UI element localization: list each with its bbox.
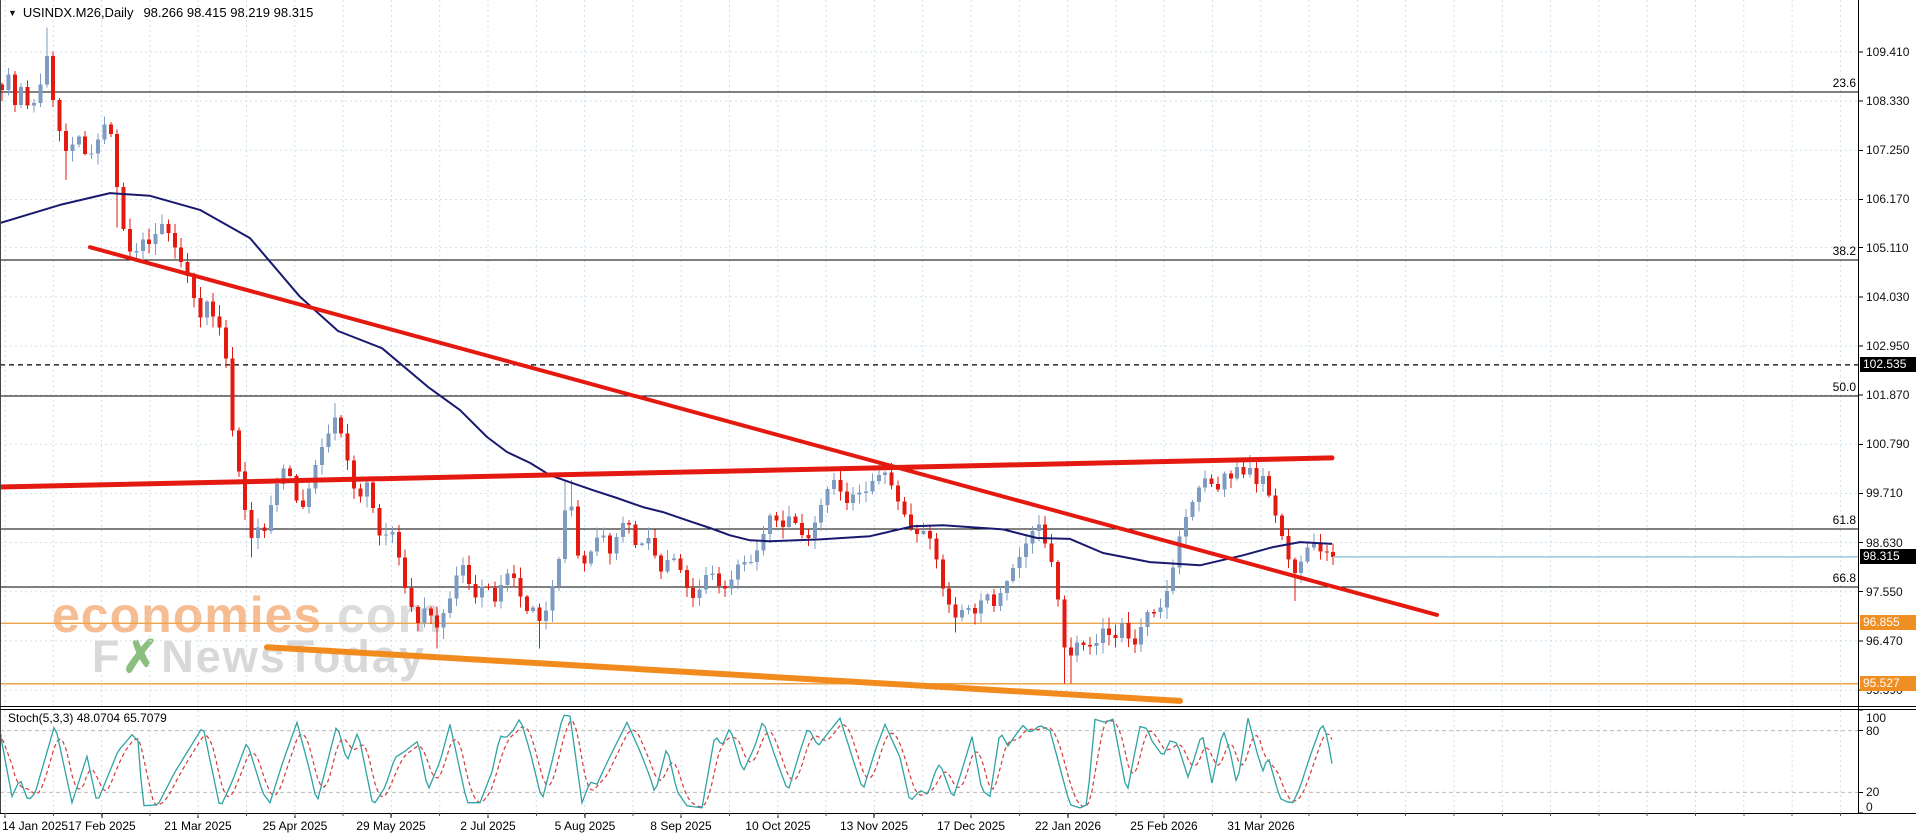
ohlc-close: 98.315 <box>273 5 314 20</box>
price-axis-label: 107.250 <box>1866 143 1910 158</box>
price-badge-support-95527: 95.527 <box>1860 675 1916 691</box>
date-axis-label[interactable]: 25 Feb 2026 <box>1130 819 1198 833</box>
fib-level-label: 66.8 <box>1832 570 1856 585</box>
date-axis-label[interactable]: 14 Jan 2025 <box>2 819 69 833</box>
stoch-k-line <box>0 714 1333 809</box>
date-axis-label[interactable]: 2 Jul 2025 <box>460 819 516 833</box>
fib-level-label: 50.0 <box>1832 380 1856 395</box>
resistance-trendline[interactable] <box>0 455 1335 490</box>
panel-borders <box>0 0 1916 818</box>
date-axis-label[interactable]: 13 Nov 2025 <box>839 819 909 833</box>
date-axis-label[interactable]: 29 May 2025 <box>356 819 426 833</box>
price-badge-support-96855: 96.855 <box>1860 615 1916 631</box>
date-axis-label[interactable]: 5 Aug 2025 <box>554 819 616 833</box>
date-axis-label[interactable]: 17 Feb 2025 <box>68 819 136 833</box>
price-axis-label: 108.330 <box>1866 94 1910 109</box>
moving-average-line[interactable] <box>0 192 1333 567</box>
chart-title: ▼ USINDX.M26,Daily 98.266 98.415 98.219 98… <box>8 5 313 20</box>
stoch-axis-label: 100 <box>1866 711 1887 725</box>
price-axis-label: 100.790 <box>1866 437 1910 452</box>
stochastic-panel <box>0 714 1858 809</box>
fib-level-label: 38.2 <box>1832 244 1856 258</box>
fib-level-label: 23.6 <box>1832 75 1856 90</box>
stoch-d-value: 65.7079 <box>123 711 167 725</box>
stoch-axis-label: 80 <box>1866 723 1880 738</box>
ohlc-low: 98.219 <box>230 5 270 20</box>
stoch-axis-label: 20 <box>1866 785 1880 800</box>
grid-lines <box>0 0 1858 813</box>
ohlc-high: 98.415 <box>186 5 227 20</box>
price-axis-label: 97.550 <box>1866 584 1903 599</box>
price-axis-label: 106.170 <box>1866 192 1910 207</box>
fib-retracement-lines[interactable] <box>0 91 1858 588</box>
price-badge-bid: 98.315 <box>1860 548 1916 564</box>
price-badge-102535: 102.535 <box>1860 356 1916 372</box>
fib-level-label: 61.8 <box>1832 512 1856 527</box>
chevron-down-icon[interactable]: ▼ <box>8 8 17 18</box>
candlestick-series <box>0 27 1336 684</box>
date-axis-label[interactable]: 25 Apr 2025 <box>262 819 328 833</box>
date-axis-label[interactable]: 8 Sep 2025 <box>650 819 712 833</box>
date-axis-label[interactable]: 21 Mar 2025 <box>164 819 232 833</box>
price-axis-label: 99.710 <box>1866 486 1903 501</box>
stoch-axis-label: 0 <box>1866 800 1873 814</box>
date-axis-label[interactable]: 17 Dec 2025 <box>936 819 1006 833</box>
ohlc-open: 98.266 <box>143 5 184 20</box>
stoch-k-value: 48.0704 <box>76 711 121 725</box>
stoch-name: Stoch(5,3,3) <box>8 711 74 725</box>
price-axis-label: 101.870 <box>1866 388 1910 403</box>
price-axis-label: 102.950 <box>1866 338 1910 353</box>
price-axis-label: 96.470 <box>1866 633 1903 648</box>
stoch-indicator-label: Stoch(5,3,3) 48.0704 65.7079 <box>8 711 167 725</box>
price-axis-label: 109.410 <box>1866 45 1910 59</box>
symbol-timeframe: USINDX.M26,Daily <box>22 5 134 20</box>
price-axis-label: 105.110 <box>1866 240 1909 255</box>
price-axis-label: 104.030 <box>1866 289 1910 304</box>
descending-trendline[interactable] <box>88 245 1439 617</box>
date-axis-label[interactable]: 10 Oct 2025 <box>745 819 811 833</box>
price-axis-label: 98.630 <box>1866 535 1903 550</box>
date-axis-label[interactable]: 31 Mar 2026 <box>1227 819 1295 833</box>
orange-trendline[interactable] <box>264 644 1183 704</box>
date-axis-label[interactable]: 22 Jan 2026 <box>1034 819 1102 833</box>
